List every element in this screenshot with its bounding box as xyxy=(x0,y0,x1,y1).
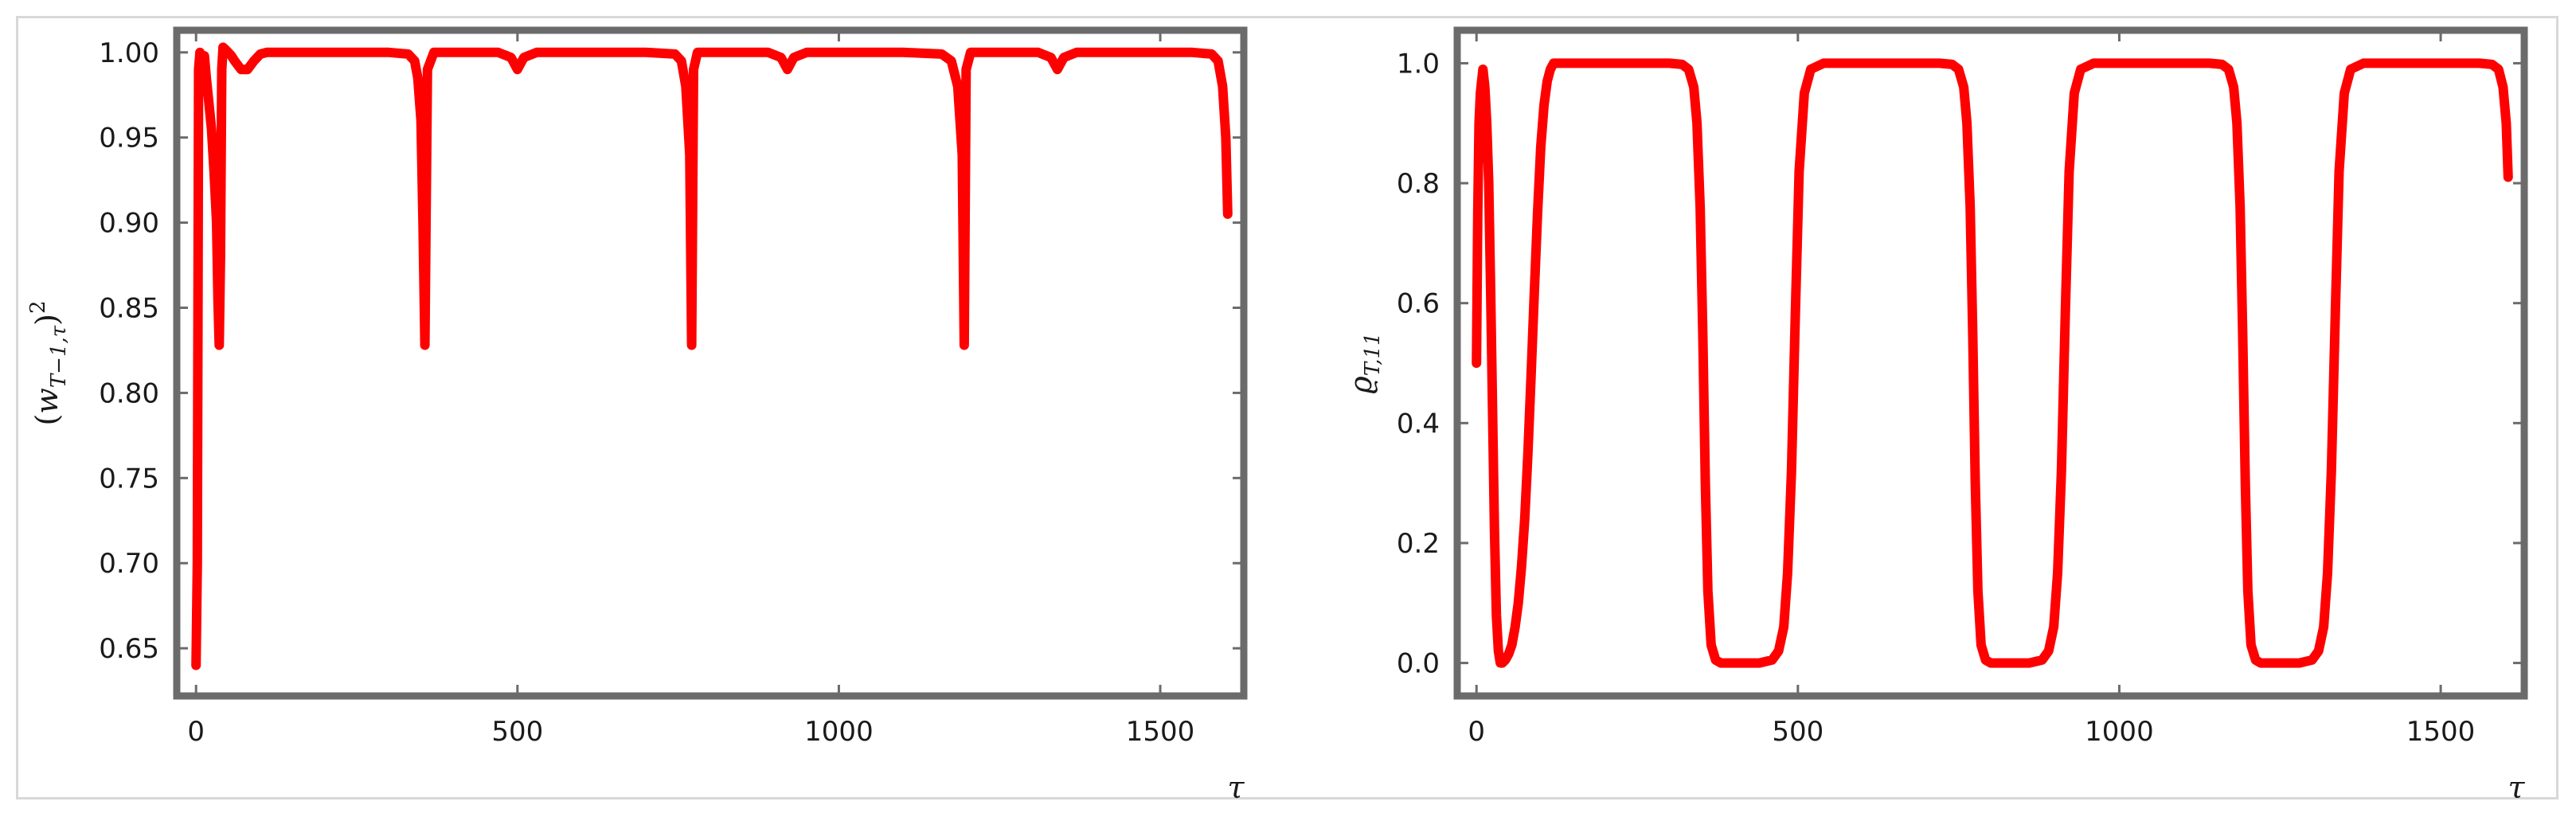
plot-area-right xyxy=(1453,26,2528,700)
y-axis-left: 0.65 0.70 0.75 0.80 0.85 0.90 0.95 1.00 xyxy=(99,37,1244,665)
chart-left: 0.65 0.70 0.75 0.80 0.85 0.90 0.95 1.00 0 500 100… xyxy=(26,26,1248,805)
x-tick-label: 1000 xyxy=(804,716,874,748)
y-tick-label: 0.4 xyxy=(1397,408,1440,440)
x-tick-label: 1000 xyxy=(2085,716,2154,748)
y-axis-label-left: (wT−1,τ)2 xyxy=(26,300,71,425)
figure-frame xyxy=(16,16,2558,799)
plot-area-left xyxy=(173,26,1248,700)
y-axis-label-right: ϱT,11 xyxy=(1343,332,1385,393)
y-tick-label: 0.80 xyxy=(99,377,159,409)
y-tick-label: 0.70 xyxy=(99,548,159,580)
x-tick-label: 0 xyxy=(187,716,205,748)
y-tick-label: 0.65 xyxy=(99,633,159,665)
y-tick-label: 0.0 xyxy=(1397,648,1440,680)
y-tick-label: 0.6 xyxy=(1397,288,1440,320)
y-tick-label: 1.00 xyxy=(99,37,159,69)
y-tick-label: 0.75 xyxy=(99,463,159,494)
x-axis-label-right: τ xyxy=(2508,770,2525,805)
y-tick-label: 0.2 xyxy=(1397,528,1440,560)
x-tick-label: 500 xyxy=(1772,716,1824,748)
x-tick-label: 500 xyxy=(491,716,543,748)
y-tick-label: 0.95 xyxy=(99,123,159,154)
series-line-right xyxy=(1472,58,2513,668)
series-line-left xyxy=(191,42,1233,670)
x-tick-label: 0 xyxy=(1468,716,1485,748)
chart-right: 0.0 0.2 0.4 0.6 0.8 1.0 0 500 1000 1500 τ ϱT,11 xyxy=(1343,26,2528,805)
x-tick-label: 1500 xyxy=(2406,716,2476,748)
y-tick-label: 0.90 xyxy=(99,208,159,240)
y-tick-label: 0.8 xyxy=(1397,168,1440,200)
y-tick-label: 0.85 xyxy=(99,293,159,325)
x-axis-right: 0 500 1000 1500 xyxy=(1468,30,2475,748)
y-tick-label: 1.0 xyxy=(1397,48,1440,80)
x-tick-label: 1500 xyxy=(1126,716,1195,748)
y-axis-right: 0.0 0.2 0.4 0.6 0.8 1.0 xyxy=(1397,48,2524,680)
x-axis-left: 0 500 1000 1500 xyxy=(187,30,1194,748)
x-axis-label-left: τ xyxy=(1227,770,1245,805)
